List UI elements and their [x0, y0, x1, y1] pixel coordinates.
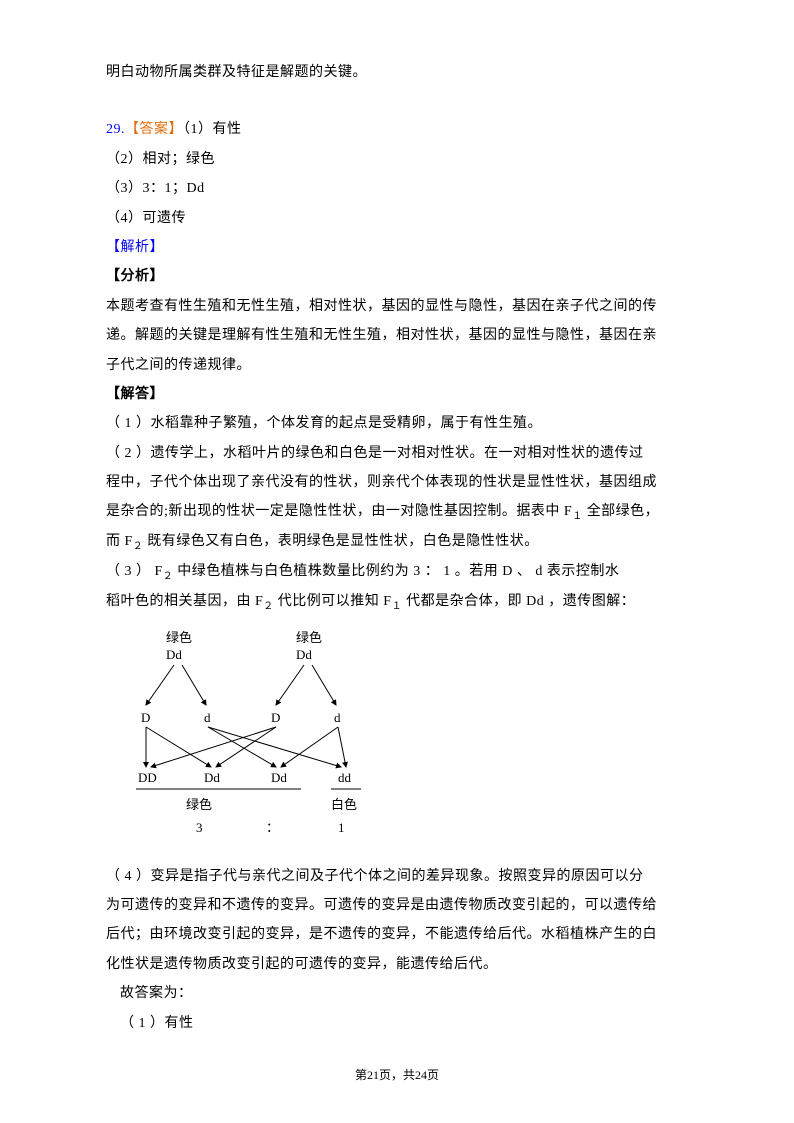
- page-footer: 第21页，共24页: [0, 1066, 794, 1083]
- solve-2a: （ 2 ）遗传学上，水稻叶片的绿色和白色是一对相对性状。在一对相对性状的遗传过: [106, 439, 688, 468]
- diagram-offspring-4: dd: [338, 770, 352, 785]
- solve-4a: （ 4 ）变异是指子代与亲代之间及子代个体之间的差异现象。按照变异的原因可以分: [106, 862, 688, 891]
- solve-4b: 为可遗传的变异和不遗传的变异。可遗传的变异是由遗传物质改变引起的，可以遗传给: [106, 891, 688, 920]
- answer-label: 【答案】: [125, 122, 183, 137]
- diagram-ratio-2: 1: [338, 820, 345, 835]
- question-number: 29.: [106, 122, 125, 137]
- diagram-pheno-2: 白色: [331, 797, 357, 812]
- solve-2d: 而 F２ 既有绿色又有白色，表明绿色是显性性状，白色是隐性性状。: [106, 527, 688, 557]
- analysis-label-line: 【解析】: [106, 233, 688, 262]
- solve-label: 【解答】: [106, 380, 688, 409]
- diagram-ratio-1: 3: [196, 820, 203, 835]
- diagram-offspring-2: Dd: [204, 770, 220, 785]
- answer-3: （3）3：1；Dd: [106, 174, 688, 203]
- diagram-offspring-1: DD: [138, 770, 157, 785]
- analysis-p2: 递。解题的关键是理解有性生殖和无性生殖，相对性状，基因的显性与隐性，基因在亲: [106, 321, 688, 350]
- diagram-parent2-geno: Dd: [296, 647, 312, 662]
- diagram-gamete-3: D: [271, 710, 280, 725]
- genetics-diagram: 绿色 Dd 绿色 Dd D d D d DD Dd Dd dd: [126, 627, 406, 852]
- answer-1: （1）有性: [183, 122, 242, 137]
- diagram-gamete-4: d: [334, 710, 341, 725]
- analysis-label: 【解析】: [106, 240, 164, 255]
- intro-text: 明白动物所属类群及特征是解题的关键。: [106, 58, 688, 87]
- diagram-pheno-1: 绿色: [186, 797, 212, 812]
- diagram-offspring-3: Dd: [271, 770, 287, 785]
- diagram-parent2-label: 绿色: [296, 630, 322, 645]
- analysis-p3: 子代之间的传递规律。: [106, 351, 688, 380]
- diagram-parent1-label: 绿色: [166, 630, 192, 645]
- solve-4c: 后代；由环境改变引起的变异，是不遗传的变异，不能遗传给后代。水稻植株产生的白: [106, 920, 688, 949]
- diagram-gamete-2: d: [204, 710, 211, 725]
- answer-4: （4）可遗传: [106, 204, 688, 233]
- solve-4d: 化性状是遗传物质改变引起的可遗传的变异，能遗传给后代。: [106, 950, 688, 979]
- analysis-p1: 本题考查有性生殖和无性生殖，相对性状，基因的显性与隐性，基因在亲子代之间的传: [106, 292, 688, 321]
- solve-2c: 是杂合的;新出现的性状一定是隐性性状，由一对隐性基因控制。据表中 F１ 全部绿色…: [106, 497, 688, 527]
- analysis-section-label: 【分析】: [106, 262, 688, 291]
- diagram-parent1-geno: Dd: [166, 647, 182, 662]
- solve-3b: 稻叶色的相关基因，由 F２ 代比例可以推知 F１ 代都是杂合体，即 Dd ，遗传…: [106, 587, 688, 617]
- final-label: 故答案为：: [106, 979, 688, 1008]
- diagram-ratio-sep: ：: [266, 820, 279, 835]
- final-a1: （ 1 ）有性: [106, 1009, 688, 1038]
- solve-1: （ 1 ）水稻靠种子繁殖，个体发育的起点是受精卵，属于有性生殖。: [106, 409, 688, 438]
- question-answer-line: 29.【答案】（1）有性: [106, 115, 688, 144]
- solve-3a: （ 3 ） F２ 中绿色植株与白色植株数量比例约为 3 ： 1 。若用 D 、 …: [106, 557, 688, 587]
- solve-2b: 程中，子代个体出现了亲代没有的性状，则亲代个体表现的性状是显性性状，基因组成: [106, 468, 688, 497]
- diagram-gamete-1: D: [141, 710, 150, 725]
- answer-2: （2）相对；绿色: [106, 145, 688, 174]
